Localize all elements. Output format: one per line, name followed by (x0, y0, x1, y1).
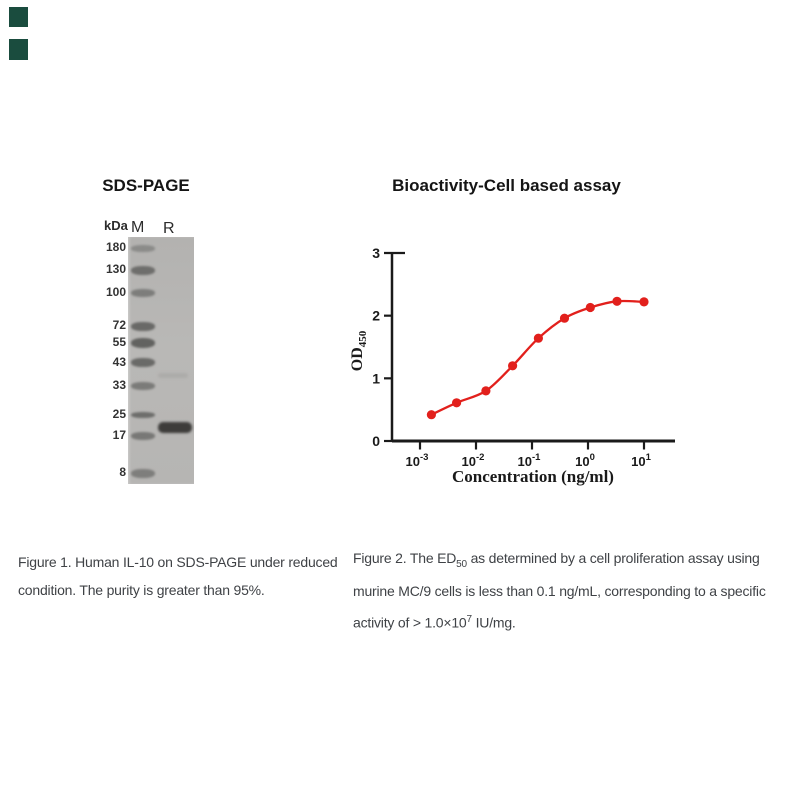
gel-marker-label-72: 72 (112, 318, 126, 333)
figure2-caption-line-1: Figure 2. The ED50 as determined by a ce… (353, 550, 760, 570)
gel-sample-band-main (158, 422, 192, 434)
x-axis-title: Concentration (ng/ml) (452, 467, 614, 486)
gel-marker-band-100kda (131, 288, 155, 297)
y-tick-label-2: 2 (372, 308, 380, 324)
y-axis-title: OD450 (349, 330, 369, 371)
gel-marker-label-8: 8 (119, 465, 126, 480)
data-point-5 (533, 333, 543, 343)
gel-marker-band-72kda (131, 321, 155, 331)
gel-marker-label-17: 17 (112, 428, 126, 443)
gel-marker-label-130: 130 (105, 262, 126, 277)
y-tick-label-0: 0 (372, 433, 380, 449)
figure2-caption-line-3: activity of > 1.0×107 IU/mg. (353, 613, 516, 631)
gel-marker-label-25: 25 (112, 407, 126, 422)
data-point-8 (612, 296, 622, 306)
gel-marker-label-100: 100 (105, 284, 126, 299)
gel-marker-label-180: 180 (105, 240, 126, 255)
corner-mark-bottom (9, 39, 28, 60)
gel-marker-label-43: 43 (112, 354, 126, 369)
data-point-4 (508, 361, 518, 371)
gel-lane-label-m: M (131, 219, 145, 236)
gel-unit-label: kDa (104, 218, 128, 233)
figure1-title: SDS-PAGE (102, 176, 190, 195)
y-tick-label-3: 3 (372, 245, 380, 261)
gel-marker-label-33: 33 (112, 377, 126, 392)
data-point-3 (481, 386, 491, 396)
data-point-2 (452, 398, 462, 408)
gel-sample-band-faint (158, 372, 188, 378)
gel-marker-band-180kda (131, 244, 155, 252)
data-point-6 (559, 313, 570, 323)
gel-marker-label-55: 55 (112, 334, 126, 349)
corner-mark-top (9, 7, 28, 27)
x-tick-label-1e1: 101 (631, 452, 651, 469)
gel-marker-band-130kda (131, 265, 155, 275)
gel-marker-band-25kda (131, 412, 155, 419)
figure1-caption-line-2: condition. The purity is greater than 95… (18, 582, 265, 598)
figure1-caption-line-1: Figure 1. Human IL-10 on SDS-PAGE under … (18, 554, 338, 570)
gel-marker-band-43kda (131, 358, 155, 368)
data-point-9 (639, 297, 649, 307)
figure1-caption: Figure 1. Human IL-10 on SDS-PAGE under … (18, 548, 358, 604)
figure2-title: Bioactivity-Cell based assay (392, 176, 621, 195)
figure2-caption-line-2: murine MC/9 cells is less than 0.1 ng/mL… (353, 583, 766, 600)
y-tick-label-1: 1 (372, 370, 380, 386)
gel-marker-band-17kda (131, 432, 155, 441)
dose-response-curve (430, 299, 645, 416)
data-point-7 (585, 302, 595, 313)
gel-marker-band-33kda (131, 381, 155, 390)
figure2-caption: Figure 2. The ED50 as determined by a ce… (353, 545, 795, 637)
x-tick-label-1e-3: 10-3 (406, 452, 429, 469)
data-point-1 (426, 410, 436, 420)
sds-page-gel-image (128, 237, 194, 484)
gel-marker-band-55kda (131, 337, 155, 348)
gel-lane-label-r: R (163, 220, 175, 237)
gel-marker-band-8kda (131, 468, 155, 478)
